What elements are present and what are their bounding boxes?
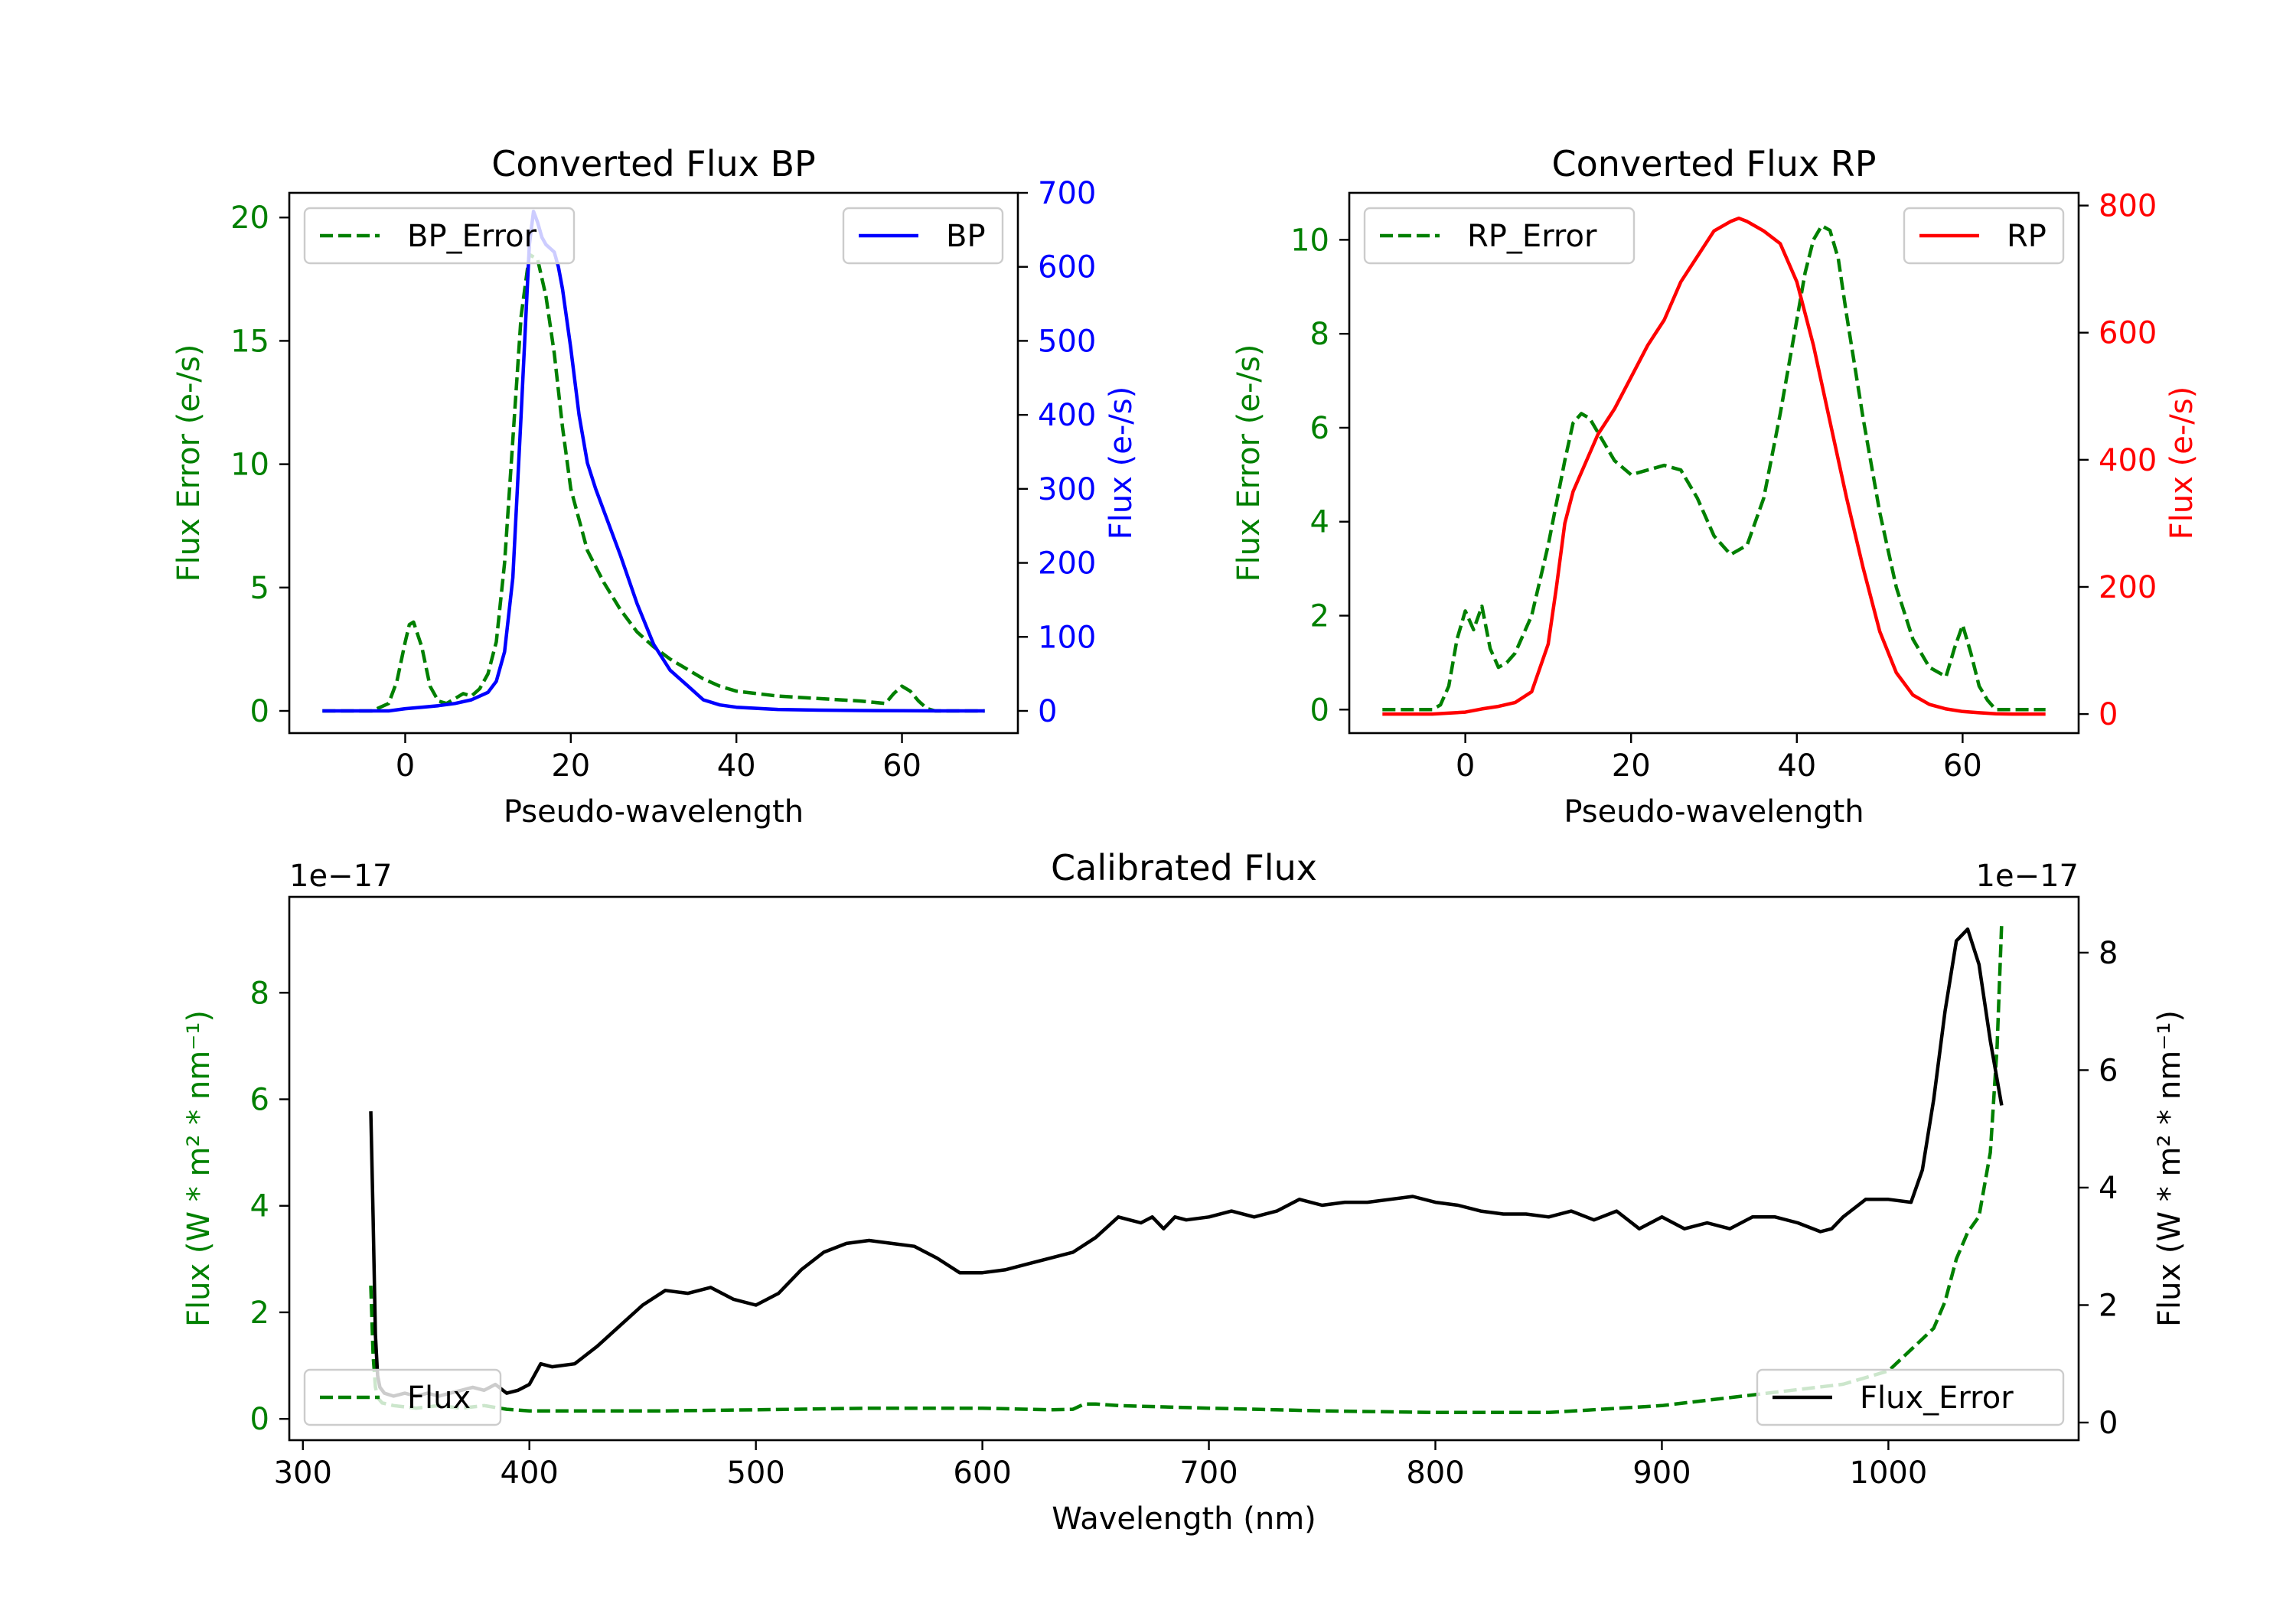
axes-frame bbox=[288, 895, 2080, 1442]
y-left-tick-label: 6 bbox=[1310, 411, 1329, 446]
series-line-bp bbox=[322, 209, 985, 713]
y-left-tick-label: 0 bbox=[250, 1402, 269, 1437]
x-tick-label: 0 bbox=[1456, 748, 1475, 784]
chart-title: Converted Flux RP bbox=[1552, 143, 1877, 184]
y-right-tick-label: 200 bbox=[2099, 570, 2157, 605]
legend-label: RP_Error bbox=[1467, 219, 1597, 254]
y-right-tick-label: 4 bbox=[2099, 1171, 2118, 1206]
y-left-tick-label: 2 bbox=[250, 1296, 269, 1331]
legend-box bbox=[303, 1368, 502, 1426]
x-tick-label: 500 bbox=[726, 1455, 784, 1491]
y-right-tick-label: 100 bbox=[1038, 620, 1096, 655]
legend-flux-error: Flux_Error bbox=[1756, 1368, 2065, 1426]
y-left-tick-label: 8 bbox=[250, 976, 269, 1011]
legend-label: BP bbox=[946, 219, 986, 254]
legend-box bbox=[1756, 1368, 2065, 1426]
y-left-tick-label: 15 bbox=[230, 324, 269, 359]
y-right-tick-label: 700 bbox=[1038, 176, 1096, 211]
legend-flux: Flux bbox=[303, 1368, 502, 1426]
y-right-tick-label: 500 bbox=[1038, 324, 1096, 359]
x-tick-label: 40 bbox=[1777, 748, 1816, 784]
x-tick-label: 300 bbox=[274, 1455, 332, 1491]
y-left-tick-label: 0 bbox=[1310, 693, 1329, 728]
y-left-tick-label: 8 bbox=[1310, 317, 1329, 352]
x-tick-label: 60 bbox=[882, 748, 921, 784]
y-left-tick-label: 5 bbox=[250, 571, 269, 606]
y-left-tick-label: 0 bbox=[250, 694, 269, 729]
legend-box bbox=[303, 207, 576, 265]
legend-rp: RP bbox=[1903, 207, 2065, 265]
y-right-tick-label: 600 bbox=[2099, 316, 2157, 351]
y-right-tick-label: 800 bbox=[2099, 189, 2157, 224]
x-axis-label: Pseudo-wavelength bbox=[1564, 794, 1864, 830]
y-right-tick-label: 600 bbox=[1038, 250, 1096, 285]
y-right-tick-label: 8 bbox=[2099, 936, 2118, 971]
y-left-offset-text: 1e−17 bbox=[289, 859, 392, 894]
x-tick-label: 20 bbox=[1612, 748, 1651, 784]
series-line-rp-error bbox=[1382, 223, 2046, 712]
y-left-tick-label: 6 bbox=[250, 1083, 269, 1118]
series-line-rp bbox=[1382, 216, 2046, 716]
y-left-tick-label: 10 bbox=[1290, 223, 1329, 258]
chart-bp: 0 20 40 60051015200100200300400500600700Con… bbox=[171, 143, 1139, 830]
x-tick-label: 900 bbox=[1632, 1455, 1691, 1491]
y-right-tick-label: 0 bbox=[2099, 697, 2118, 732]
y-left-tick-label: 2 bbox=[1310, 599, 1329, 634]
x-tick-label: 60 bbox=[1943, 748, 1982, 784]
y-right-tick-label: 0 bbox=[1038, 694, 1057, 729]
legend-label: BP_Error bbox=[407, 219, 537, 254]
legend-bp-error: BP_Error bbox=[303, 207, 576, 265]
y-right-tick-label: 2 bbox=[2099, 1288, 2118, 1323]
legend-label: Flux bbox=[407, 1380, 471, 1416]
x-tick-label: 20 bbox=[551, 748, 590, 784]
y-left-tick-label: 4 bbox=[1310, 505, 1329, 540]
legend-label: Flux_Error bbox=[1860, 1380, 2014, 1416]
legend-label: RP bbox=[2007, 219, 2047, 254]
x-tick-label: 0 bbox=[396, 748, 415, 784]
y-right-tick-label: 400 bbox=[2099, 443, 2157, 478]
x-tick-label: 1000 bbox=[1850, 1455, 1928, 1491]
y-left-tick-label: 4 bbox=[250, 1189, 269, 1224]
series-line-flux-error bbox=[369, 923, 2004, 1415]
legend-box bbox=[842, 207, 1004, 265]
x-tick-label: 700 bbox=[1179, 1455, 1238, 1491]
y-right-tick-label: 400 bbox=[1038, 398, 1096, 433]
axes-frame bbox=[288, 191, 1019, 735]
y-right-tick-label: 6 bbox=[2099, 1053, 2118, 1088]
y-left-tick-label: 20 bbox=[230, 200, 269, 236]
x-axis-label: Pseudo-wavelength bbox=[504, 794, 804, 830]
x-tick-label: 400 bbox=[501, 1455, 559, 1491]
legend-box bbox=[1363, 207, 1636, 265]
axes-frame bbox=[1348, 191, 2080, 735]
y-left-axis-label: Flux Error (e-/s) bbox=[171, 344, 207, 582]
y-left-axis-label: Flux (W * m² * nm⁻¹) bbox=[181, 1010, 217, 1327]
legend-bp: BP bbox=[842, 207, 1004, 265]
x-axis-label: Wavelength (nm) bbox=[1052, 1501, 1316, 1537]
y-right-tick-label: 300 bbox=[1038, 472, 1096, 507]
legend-box bbox=[1903, 207, 2065, 265]
series-line-bp-error bbox=[322, 253, 985, 713]
y-right-offset-text: 1e−17 bbox=[1976, 859, 2079, 894]
y-right-axis-label: Flux (e-/s) bbox=[1104, 386, 1139, 539]
y-left-axis-label: Flux Error (e-/s) bbox=[1231, 344, 1267, 582]
y-right-tick-label: 0 bbox=[2099, 1406, 2118, 1441]
chart-title: Calibrated Flux bbox=[1051, 847, 1317, 888]
x-tick-label: 800 bbox=[1406, 1455, 1464, 1491]
y-right-axis-label: Flux (e-/s) bbox=[2164, 386, 2200, 539]
chart-title: Converted Flux BP bbox=[491, 143, 816, 184]
y-right-axis-label: Flux (W * m² * nm⁻¹) bbox=[2152, 1010, 2187, 1327]
x-tick-label: 600 bbox=[953, 1455, 1011, 1491]
y-left-tick-label: 10 bbox=[230, 448, 269, 483]
legend-rp-error: RP_Error bbox=[1363, 207, 1636, 265]
chart-cal: 300 400 500 600 700 800 900 1000 0 2 4 6 8 0 2 4 6 8 Calib… bbox=[181, 847, 2187, 1537]
x-tick-label: 40 bbox=[717, 748, 756, 784]
series-line-flux bbox=[369, 927, 2004, 1398]
y-right-tick-label: 200 bbox=[1038, 546, 1096, 582]
